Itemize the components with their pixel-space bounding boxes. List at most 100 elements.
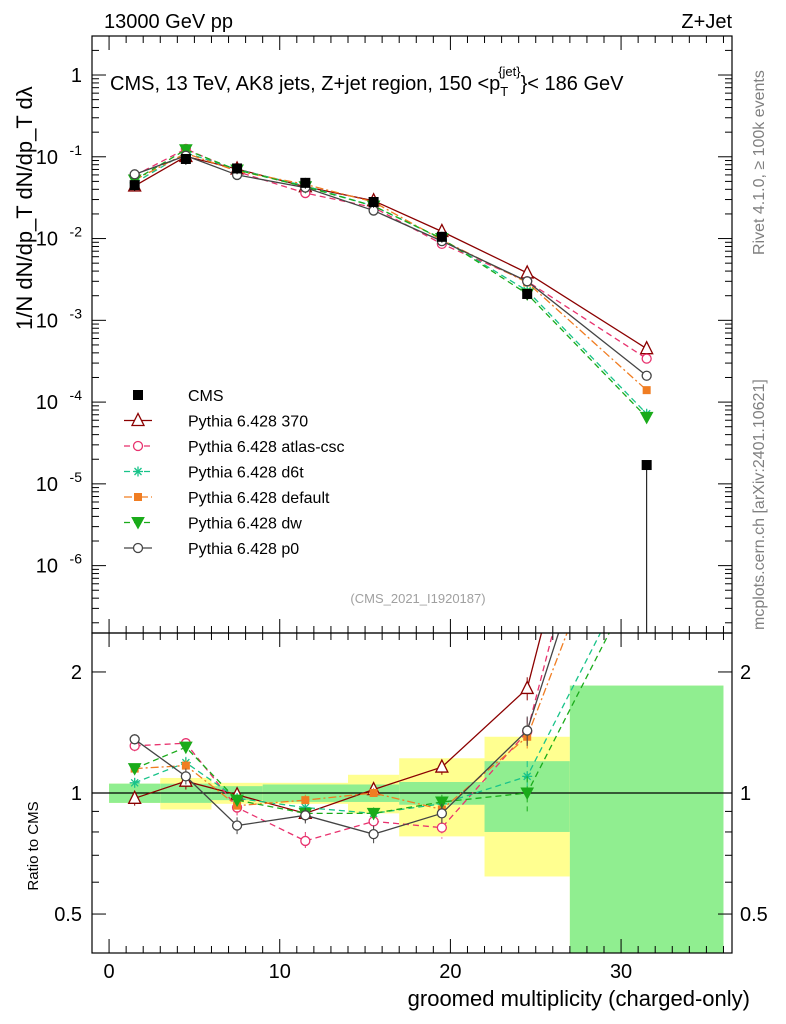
x-tick-label: 0	[104, 961, 115, 983]
main-panel: 1 10 -1 10 -2 10 -3 10 -4 10 -5 10 -6	[36, 35, 733, 634]
y-main-tick-label: 1	[71, 65, 82, 87]
y-ratio-tick-label: 2	[71, 662, 82, 684]
legend-item-5: Pythia 6.428 p0	[124, 541, 299, 558]
y-main-tick-exponent: -4	[70, 387, 83, 403]
data-point-2	[232, 163, 243, 174]
y-main-tick-exponent: -1	[70, 142, 83, 158]
ratio-series-5-point-5	[436, 808, 448, 819]
ratio-series-1-point-3	[300, 835, 311, 847]
ratio-series-line-2	[134, 633, 602, 815]
main-series-4-point-1	[179, 144, 193, 157]
legend-item-1: Pythia 6.428 atlas-csc	[124, 439, 345, 456]
x-tick-label: 30	[610, 961, 632, 983]
analysis-id: (CMS_2021_I1920187)	[350, 591, 485, 606]
y-main-tick-label: 10	[36, 147, 58, 169]
legend-marker-3	[134, 493, 142, 501]
data-point-1	[180, 153, 191, 164]
x-tick-label: 20	[439, 961, 461, 983]
legend-item-4: Pythia 6.428 dw	[124, 516, 302, 533]
ratio-panel: 0.5 0.51 12 20 10 20 30	[54, 632, 768, 983]
legend-item-3: Pythia 6.428 default	[124, 490, 330, 507]
y-main-tick-exponent: -2	[70, 224, 83, 240]
ratio-series-3-point-4	[369, 789, 378, 797]
x-tick-label: 10	[269, 961, 291, 983]
legend-marker-4	[131, 517, 145, 530]
energy-label: 13000 GeV pp	[104, 11, 233, 33]
plot-title: CMS, 13 TeV, AK8 jets, Z+jet region, 150…	[110, 64, 624, 99]
y-ratio-tick-label: 0.5	[54, 904, 82, 926]
ratio-series-5-point-4	[368, 829, 379, 840]
y-ratio-tick-label-right: 1	[740, 783, 751, 805]
y-main-tick-exponent: -3	[70, 305, 83, 321]
ratio-series-3-point-1	[181, 761, 190, 770]
process-label: Z+Jet	[681, 11, 732, 33]
data-point-7	[641, 460, 652, 471]
legend-marker-0	[130, 412, 146, 427]
ratio-series-0-point-0	[127, 789, 142, 804]
y-main-tick-label: 10	[36, 392, 58, 414]
ratio-series-4-point-5	[435, 796, 449, 810]
legend-label-5: Pythia 6.428 p0	[188, 541, 299, 558]
legend-marker-5	[132, 542, 144, 554]
y-main-tick-label: 10	[36, 556, 58, 578]
y-main-tick-label: 10	[36, 474, 58, 496]
data-point-0	[129, 180, 140, 191]
y-main-tick-exponent: -5	[70, 469, 83, 485]
rivet-version-label: Rivet 4.1.0, ≥ 100k events	[751, 70, 768, 255]
legend-marker-1	[132, 440, 144, 452]
main-series-4-point-7	[639, 411, 654, 425]
y-main-tick-exponent: -6	[70, 551, 83, 567]
ratio-series-4-point-2	[230, 794, 244, 808]
ratio-series-4-point-6	[520, 787, 535, 801]
y-main-tick-label: 10	[36, 229, 58, 251]
mcplots-label: mcplots.cern.ch [arXiv:2401.10621]	[751, 379, 768, 630]
legend-item-0: Pythia 6.428 370	[124, 412, 308, 431]
main-series-5-point-6	[522, 276, 533, 287]
legend-label-4: Pythia 6.428 dw	[188, 516, 302, 533]
y-ratio-tick-label: 1	[71, 783, 82, 805]
ratio-series-line-0	[134, 633, 543, 815]
main-series-5-point-7	[641, 370, 652, 381]
ratio-series-4-point-4	[366, 807, 381, 821]
legend-label-3: Pythia 6.428 default	[188, 490, 330, 507]
ratio-series-0-point-6	[520, 679, 535, 695]
ratio-series-line-1	[134, 633, 554, 842]
ratio-series-3-point-3	[301, 796, 310, 805]
legend-label-2: Pythia 6.428 d6t	[188, 465, 304, 482]
y-ratio-tick-label-right: 0.5	[740, 904, 768, 926]
y-axis-main-label: 1/N dN/dp_T dN/dp_T dλ	[12, 86, 37, 330]
main-series-line-2	[134, 152, 648, 415]
data-point-4	[368, 196, 379, 207]
ratio-series-line-5	[134, 633, 560, 835]
y-main-tick-label: 10	[36, 310, 58, 332]
ratio-series-5-point-2	[231, 820, 243, 831]
legend-label-0: Pythia 6.428 370	[188, 414, 308, 431]
ratio-series-line-3	[134, 633, 568, 811]
data-point-6	[522, 288, 533, 299]
ratio-series-5-point-3	[300, 810, 311, 821]
main-series-line-3	[134, 152, 648, 391]
legend: CMS Pythia 6.428 370 Pythia 6.428 atlas-cs…	[124, 388, 345, 558]
y-axis-main-text: 1/N dN/dp_T dN/dp_T dλ	[12, 86, 37, 330]
legend-item-2: Pythia 6.428 d6t	[124, 465, 304, 482]
legend-label-1: Pythia 6.428 atlas-csc	[188, 439, 345, 456]
main-series-0-point-6	[520, 264, 535, 279]
main-series-line-4	[134, 149, 648, 418]
legend-label-data: CMS	[188, 388, 224, 405]
legend-marker-data	[133, 390, 143, 400]
main-series-line-1	[134, 148, 648, 360]
main-series-0-point-7	[639, 340, 654, 355]
ratio-series-5-point-6	[522, 725, 533, 736]
data-point-3	[300, 177, 311, 188]
ratio-series-4-point-1	[179, 741, 193, 755]
main-series-line-0	[134, 155, 648, 350]
y-ratio-tick-label-right: 2	[740, 662, 751, 684]
x-axis-label: groomed multiplicity (charged-only)	[408, 986, 750, 1011]
ratio-series-5-point-1	[180, 771, 192, 782]
ratio-series-5-point-0	[129, 734, 140, 745]
legend-marker-2	[133, 466, 143, 477]
ratio-series-4-point-0	[127, 763, 142, 776]
ratio-series-2-point-0	[129, 777, 140, 788]
main-series-3-point-7	[642, 386, 651, 395]
